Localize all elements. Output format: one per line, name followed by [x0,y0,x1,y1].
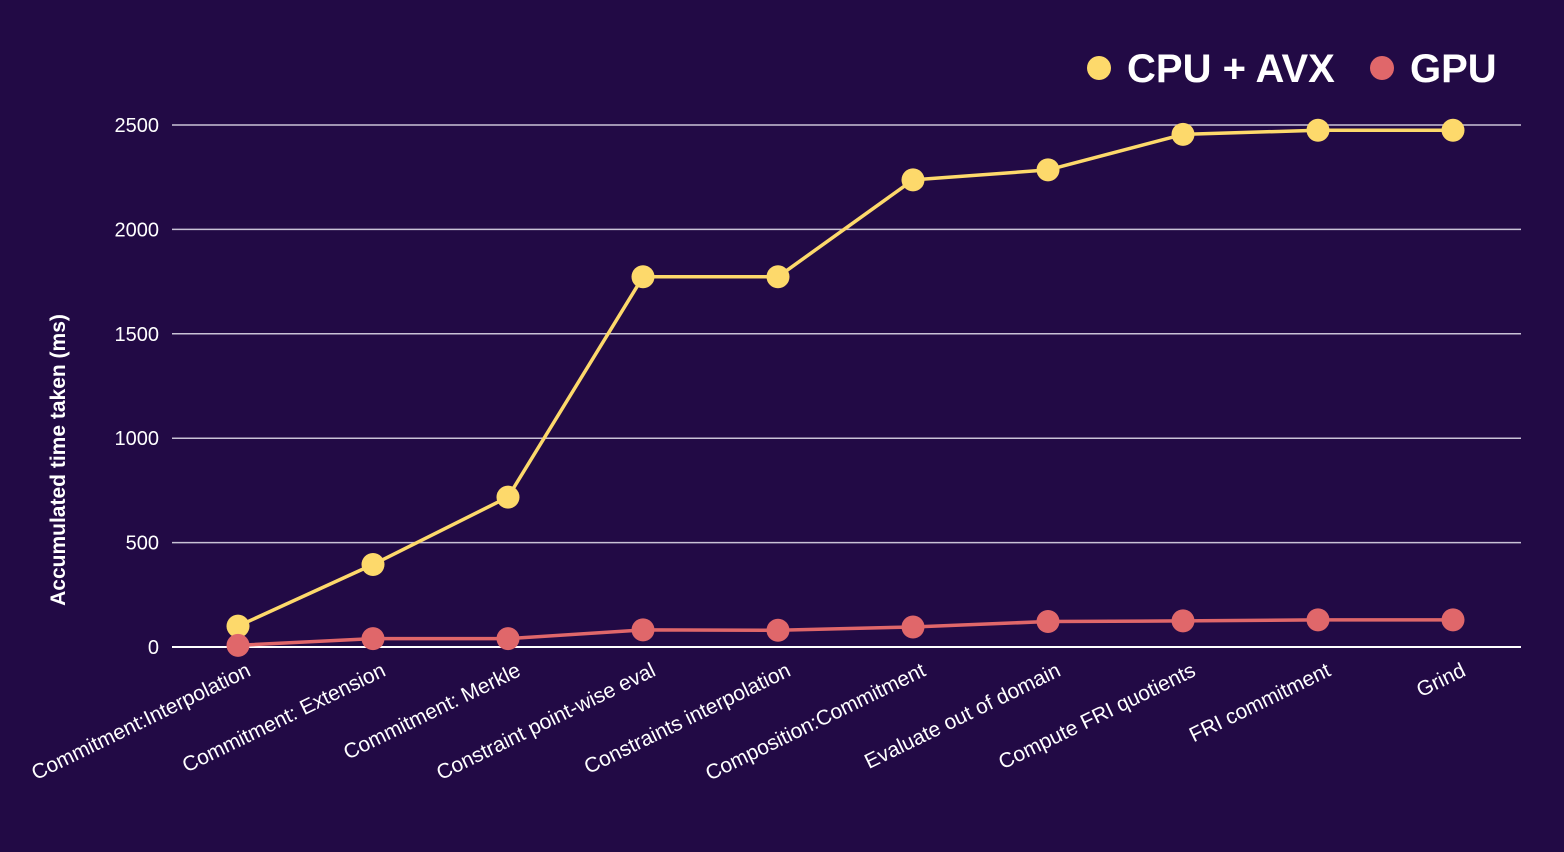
series-gpu [226,608,1465,657]
y-tick-label: 500 [126,533,159,555]
data-point [1306,118,1330,142]
y-tick-label: 1500 [115,324,160,346]
data-point [1036,158,1060,182]
legend-item: CPU + AVX [1087,47,1335,91]
x-category-label: Commitment:Interpolation [28,659,254,785]
data-point [1306,608,1330,632]
x-category-label: Constraint point-wise eval [433,659,659,785]
data-series [226,118,1465,657]
legend-label: CPU + AVX [1127,47,1335,91]
y-axis-ticks: 0 500 1000 1500 2000 2500 [115,115,160,659]
data-point [766,265,790,289]
data-point [901,168,925,192]
data-point [1171,609,1195,633]
data-point [226,614,250,638]
legend: CPU + AVX GPU [1087,47,1497,91]
legend-marker [1370,56,1394,80]
data-point [1036,610,1060,634]
y-tick-label: 2000 [115,219,160,241]
x-category-label: Grind [1413,659,1469,702]
series-line [237,128,1453,628]
y-axis-title: Accumulated time taken (ms) [47,314,70,606]
data-point [1441,608,1465,632]
x-category-label: Composition:Commitment [702,659,929,786]
y-tick-label: 0 [148,637,159,659]
data-point [1171,122,1195,146]
data-point [766,618,790,642]
y-tick-label: 2500 [115,115,160,137]
data-point [361,627,385,651]
series-line [237,618,1453,648]
data-point [226,633,250,657]
data-point [496,485,520,509]
x-category-label: FRI commitment [1186,659,1335,747]
legend-item: GPU [1370,47,1497,91]
legend-label: GPU [1410,47,1497,91]
data-point [631,618,655,642]
data-point [361,553,385,577]
data-point [1441,118,1465,142]
data-point [496,627,520,651]
y-tick-label: 1000 [115,428,160,450]
data-point [631,265,655,289]
series-cpu-avx [226,118,1465,638]
data-point [901,615,925,639]
legend-marker [1087,56,1111,80]
